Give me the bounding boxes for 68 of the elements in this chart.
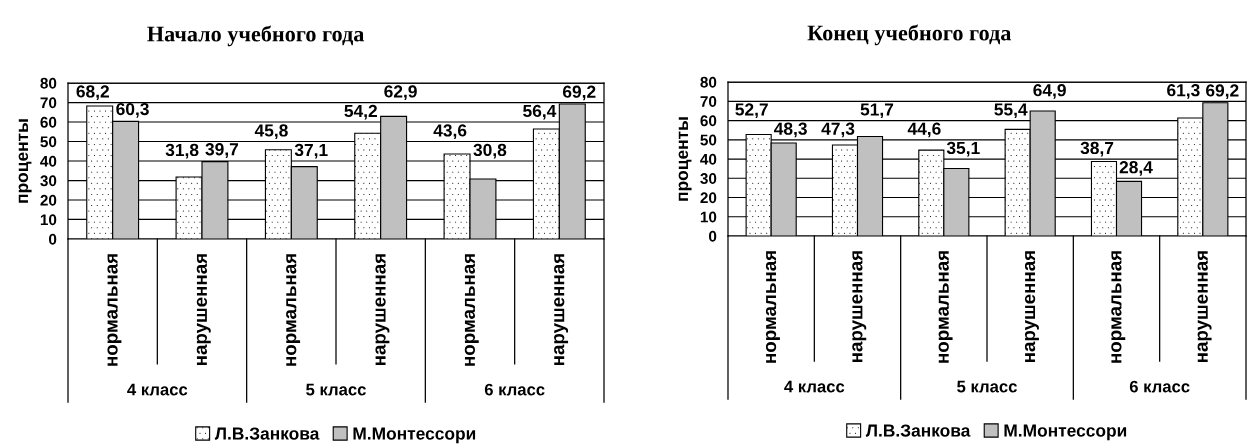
x-tick-label: нормальная <box>1111 251 1126 363</box>
text: 6 класс <box>1129 380 1190 393</box>
data-label: 45,8 <box>254 124 288 140</box>
legend-label: Л.В.Занкова <box>214 427 320 440</box>
y-tick-label: 50 <box>700 134 717 146</box>
y-tick-label: 10 <box>40 214 57 226</box>
chart-title: Начало учебного года <box>147 25 365 47</box>
y-axis-title: проценты <box>678 117 692 201</box>
x-tick-label: нарушенная <box>852 251 867 363</box>
text: 6 класс <box>484 383 545 396</box>
y-tick-label: 60 <box>40 116 57 128</box>
data-label: 51,7 <box>860 103 894 119</box>
data-label: 43,6 <box>433 124 467 140</box>
data-label: 31,8 <box>165 143 199 159</box>
x-tick-label: нормальная <box>938 251 953 363</box>
data-label: 61,3 <box>1167 84 1200 99</box>
y-tick-label: 0 <box>709 230 717 242</box>
data-label: 38,7 <box>1080 141 1114 157</box>
x-tick-label: нормальная <box>107 254 122 366</box>
chart-title: Конец учебного года <box>807 24 1012 46</box>
data-label: 47,3 <box>821 122 855 138</box>
y-tick-label: 0 <box>49 233 57 245</box>
y-tick-label: 40 <box>40 155 57 167</box>
data-label: 37,1 <box>294 143 328 159</box>
data-label: 64,9 <box>1033 84 1066 99</box>
text: 4 класс <box>127 383 188 396</box>
data-label: 60,3 <box>116 102 149 118</box>
y-tick-label: 80 <box>700 76 717 88</box>
x-tick-label: нормальная <box>765 251 780 363</box>
legend-label: М.Монтессори <box>1004 424 1127 441</box>
x-tick-label: нарушенная <box>196 254 211 366</box>
y-tick-label: 70 <box>700 96 717 107</box>
text: 4 класс <box>784 380 845 393</box>
x-tick-label: нарушенная <box>1197 251 1212 363</box>
data-label: 48,3 <box>774 122 807 138</box>
y-tick-label: 20 <box>40 194 57 206</box>
data-label: 54,2 <box>344 104 377 120</box>
y-tick-label: 10 <box>700 211 717 223</box>
text: 5 класс <box>957 380 1017 393</box>
y-tick-label: 30 <box>700 173 717 184</box>
data-label: 62,9 <box>384 85 417 101</box>
x-tick-label: нормальная <box>286 254 301 366</box>
y-tick-label: 40 <box>700 153 717 165</box>
x-tick-label: нарушенная <box>554 254 569 366</box>
data-label: 35,1 <box>946 141 980 157</box>
y-tick-label: 70 <box>40 97 57 109</box>
data-label: 39,7 <box>205 143 239 158</box>
data-label: 28,4 <box>1119 161 1153 176</box>
data-label: 69,2 <box>1206 84 1239 100</box>
data-label: 56,4 <box>523 104 557 120</box>
text: 5 класс <box>306 383 366 396</box>
x-tick-label: нарушенная <box>375 254 390 366</box>
y-axis-title: проценты <box>18 119 32 203</box>
y-tick-label: 80 <box>40 77 57 89</box>
data-label: 69,2 <box>562 85 596 101</box>
y-tick-label: 60 <box>700 115 717 127</box>
data-label: 52,7 <box>735 103 768 119</box>
legend-label: М.Монтессори <box>353 427 476 444</box>
x-tick-label: нарушенная <box>1024 251 1039 363</box>
x-tick-label: нормальная <box>464 254 479 366</box>
data-label: 30,8 <box>473 143 507 159</box>
legend-label: Л.В.Занкова <box>865 424 971 437</box>
y-tick-label: 30 <box>40 175 57 187</box>
y-tick-label: 50 <box>40 136 57 148</box>
data-label: 44,6 <box>907 122 941 138</box>
data-label: 55,4 <box>994 103 1028 119</box>
data-label: 68,2 <box>76 85 109 101</box>
y-tick-label: 20 <box>700 192 717 204</box>
